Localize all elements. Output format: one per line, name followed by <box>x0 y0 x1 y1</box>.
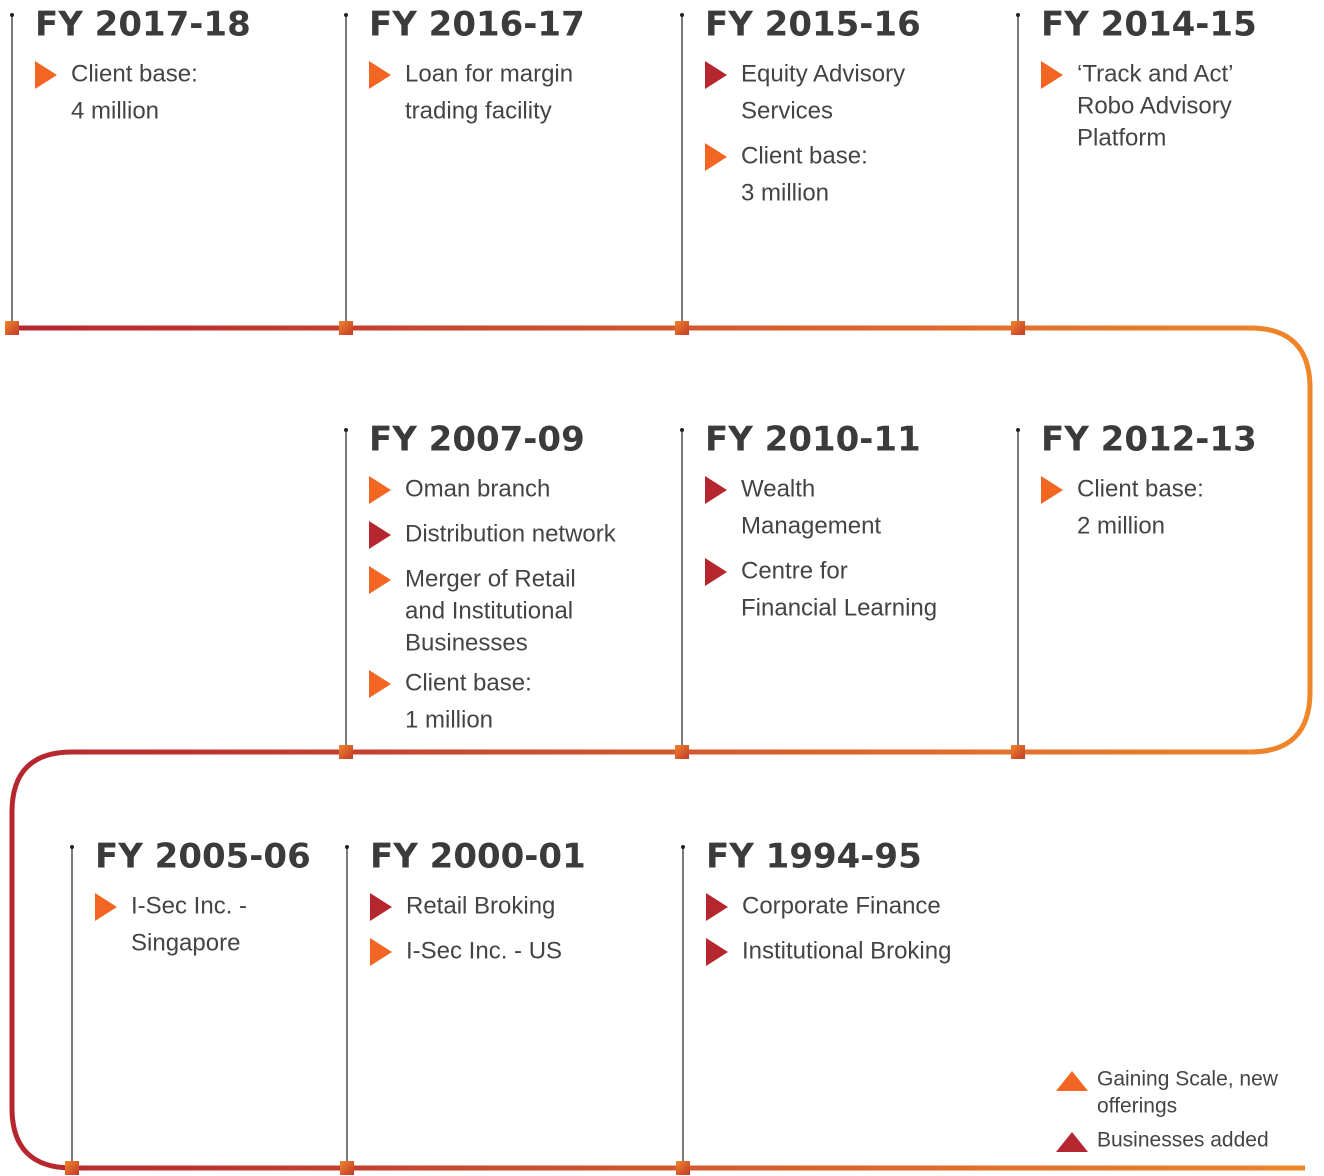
item-text: Retail Broking <box>406 892 555 919</box>
node-title: FY 2012-13 <box>1041 420 1257 460</box>
node-square <box>675 321 689 335</box>
bullet <box>705 476 727 504</box>
item-text: Client base: <box>741 142 868 169</box>
connector-dot <box>1016 428 1020 432</box>
item-text: Management <box>741 512 881 539</box>
item-text: and Institutional <box>405 597 573 624</box>
connector-dot <box>70 845 74 849</box>
connector-dot <box>344 428 348 432</box>
item-text: Client base: <box>1077 475 1204 502</box>
connector-dot <box>680 13 684 17</box>
bullet <box>1041 61 1063 89</box>
connector-dot <box>681 845 685 849</box>
item-text: Singapore <box>131 929 240 956</box>
legend-text: Gaining Scale, new <box>1097 1068 1279 1091</box>
bullet <box>369 566 391 594</box>
bullet <box>1041 476 1063 504</box>
bullet <box>370 893 392 921</box>
item-text: 3 million <box>741 179 829 206</box>
node-title: FY 2000-01 <box>370 837 586 877</box>
item-text: I-Sec Inc. - <box>131 892 247 919</box>
item-text: Financial Learning <box>741 594 937 621</box>
node-title: FY 2014-15 <box>1041 5 1257 45</box>
bullet <box>706 893 728 921</box>
connector-dot <box>680 428 684 432</box>
legend-marker <box>1056 1132 1088 1152</box>
item-text: Platform <box>1077 124 1166 151</box>
item-text: trading facility <box>405 97 552 124</box>
item-text: Wealth <box>741 475 815 502</box>
item-text: Client base: <box>71 60 198 87</box>
connector-dot <box>10 13 14 17</box>
item-text: Oman branch <box>405 475 550 502</box>
item-text: Robo Advisory <box>1077 92 1232 119</box>
bullet <box>705 61 727 89</box>
item-text: ‘Track and Act’ <box>1077 60 1234 87</box>
node-square <box>1011 321 1025 335</box>
bullet <box>369 476 391 504</box>
item-text: Services <box>741 97 833 124</box>
node-square <box>675 745 689 759</box>
item-text: 1 million <box>405 706 493 733</box>
node-title: FY 2017-18 <box>35 5 251 45</box>
bullet <box>369 521 391 549</box>
timeline-path <box>9 325 1313 1171</box>
node-square <box>339 745 353 759</box>
node-square <box>1011 745 1025 759</box>
item-text: Equity Advisory <box>741 60 905 87</box>
node-square <box>5 321 19 335</box>
node-title: FY 2007-09 <box>369 420 585 460</box>
bullet <box>705 558 727 586</box>
node-square <box>339 321 353 335</box>
bullet <box>95 893 117 921</box>
bullet <box>369 670 391 698</box>
legend-marker <box>1056 1071 1088 1091</box>
legend-text: Businesses added <box>1097 1129 1269 1152</box>
bullet <box>705 143 727 171</box>
node-title: FY 2016-17 <box>369 5 585 45</box>
bullet <box>706 938 728 966</box>
node-square <box>65 1161 79 1175</box>
connector-dot <box>1016 13 1020 17</box>
item-text: I-Sec Inc. - US <box>406 937 562 964</box>
item-text: Merger of Retail <box>405 565 576 592</box>
legend-text: offerings <box>1097 1095 1177 1118</box>
node-title: FY 2010-11 <box>705 420 921 460</box>
bullet <box>369 61 391 89</box>
item-text: 4 million <box>71 97 159 124</box>
item-text: Corporate Finance <box>742 892 941 919</box>
node-title: FY 1994-95 <box>706 837 922 877</box>
item-text: Loan for margin <box>405 60 573 87</box>
node-title: FY 2005-06 <box>95 837 311 877</box>
item-text: 2 million <box>1077 512 1165 539</box>
item-text: Businesses <box>405 629 528 656</box>
item-text: Centre for <box>741 557 848 584</box>
item-text: Client base: <box>405 669 532 696</box>
connector-dot <box>345 845 349 849</box>
node-square <box>676 1161 690 1175</box>
node-title: FY 2015-16 <box>705 5 921 45</box>
connector-dot <box>344 13 348 17</box>
item-text: Distribution network <box>405 520 617 547</box>
item-text: Institutional Broking <box>742 937 951 964</box>
node-square <box>340 1161 354 1175</box>
bullet <box>370 938 392 966</box>
bullet <box>35 61 57 89</box>
